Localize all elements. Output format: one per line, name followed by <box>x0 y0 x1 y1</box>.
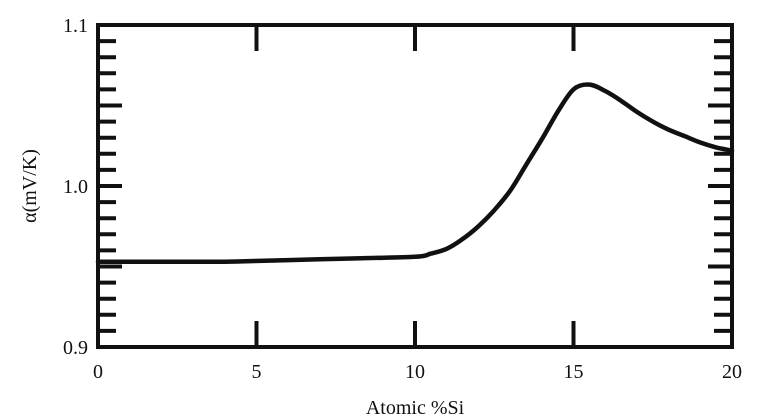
plot-frame <box>96 23 734 349</box>
tick-marks <box>98 25 732 347</box>
x-tick-labels: 0 5 10 15 20 <box>93 361 742 383</box>
x-tick-label: 0 <box>93 361 103 383</box>
y-tick-label: 1.1 <box>63 15 88 37</box>
x-tick-label: 20 <box>722 361 742 383</box>
series-line <box>95 82 735 265</box>
y-axis-label: α(mV/K) <box>19 149 41 223</box>
y-tick-label: 1.0 <box>63 176 88 198</box>
x-tick-label: 15 <box>564 361 584 383</box>
x-tick-label: 5 <box>252 361 262 383</box>
y-tick-labels: 0.9 1.0 1.1 <box>63 15 88 359</box>
x-axis-label: Atomic %Si <box>366 397 465 419</box>
x-tick-label: 10 <box>405 361 425 383</box>
y-tick-label: 0.9 <box>63 337 88 359</box>
